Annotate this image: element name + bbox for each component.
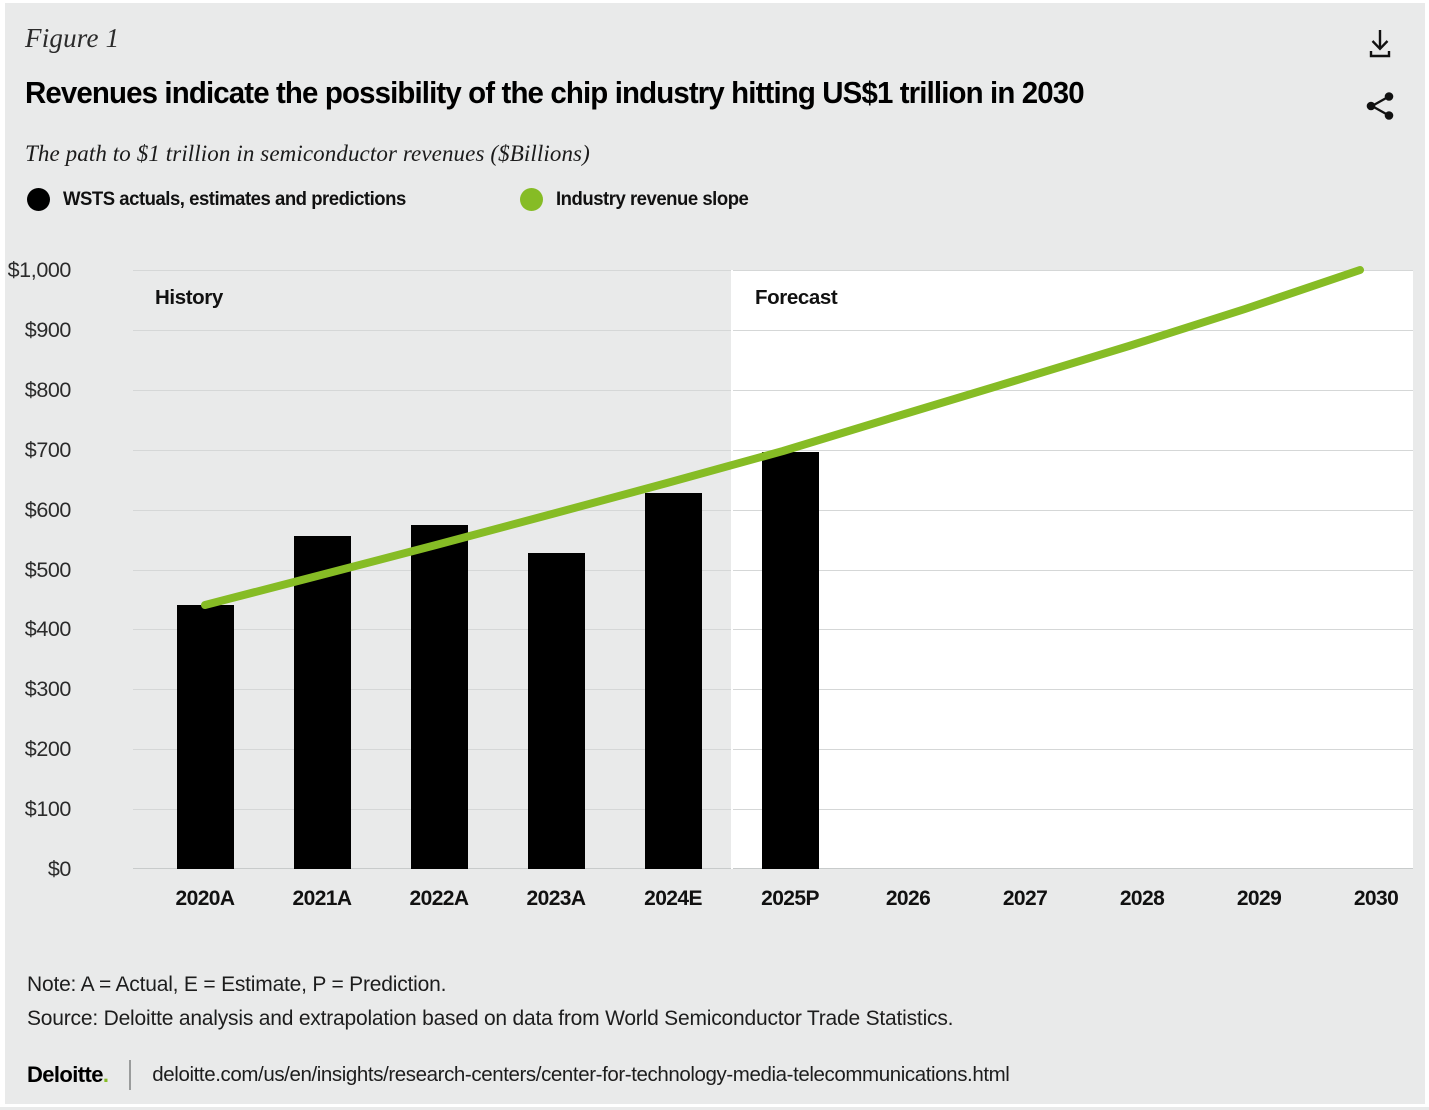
legend-item-slope[interactable]: Industry revenue slope [520, 188, 758, 211]
y-tick-label: $200 [24, 737, 72, 762]
y-tick-label: $400 [24, 617, 72, 642]
region-label-forecast: Forecast [755, 286, 838, 309]
x-tick-label-2025P: 2025P [761, 887, 819, 910]
brand-divider [128, 1060, 131, 1090]
gridline [133, 449, 1413, 451]
y-tick-label: $900 [24, 317, 72, 342]
gridline [133, 509, 1413, 511]
x-tick-label-2022A: 2022A [409, 887, 469, 910]
figure-actions [1363, 27, 1403, 151]
gridline [133, 389, 1413, 391]
plot-background [133, 270, 1413, 869]
gridline [133, 629, 1413, 631]
gridline [133, 569, 1413, 571]
x-tick-label-2020A: 2020A [175, 887, 235, 910]
bar-2024E[interactable] [645, 492, 702, 869]
y-tick-label: $700 [24, 437, 72, 462]
gridline [133, 329, 1413, 331]
y-tick-label: $600 [24, 497, 72, 522]
plot-history-shading [133, 270, 731, 869]
region-label-history: History [155, 286, 223, 309]
chart-source: Source: Deloitte analysis and extrapolat… [27, 1007, 954, 1030]
page-title: Revenues indicate the possibility of the… [25, 76, 1085, 110]
x-tick-label-2024E: 2024E [644, 887, 702, 910]
chart-note: Note: A = Actual, E = Estimate, P = Pred… [27, 973, 447, 996]
y-tick-label: $500 [24, 557, 72, 582]
legend-label-wsts: WSTS actuals, estimates and predictions [63, 188, 406, 210]
industry-revenue-slope-line [201, 266, 1364, 609]
x-tick-label-2026: 2026 [885, 887, 931, 910]
bar-2022A[interactable] [411, 524, 468, 869]
bar-2020A[interactable] [177, 605, 234, 869]
download-icon[interactable] [1363, 27, 1397, 61]
figure-subtitle: The path to $1 trillion in semiconductor… [25, 141, 590, 166]
history-forecast-divider [731, 270, 733, 869]
gridline [133, 809, 1413, 811]
chart-area: History Forecast $1,000 $900 $800 $700 $… [5, 3, 1429, 1110]
y-tick-label: $100 [24, 797, 72, 822]
bar-2021A[interactable] [294, 536, 351, 869]
legend-marker-circle-black [27, 188, 50, 211]
source-url[interactable]: deloitte.com/us/en/insights/research-cen… [152, 1063, 1010, 1086]
gridline [133, 689, 1413, 691]
bar-2025P[interactable] [762, 451, 819, 869]
deloitte-wordmark: Deloitte [27, 1062, 103, 1087]
y-tick-label: $300 [24, 677, 72, 702]
deloitte-green-dot: . [102, 1062, 109, 1087]
slope-line-svg [201, 266, 1364, 609]
gridline [133, 270, 1413, 271]
x-tick-label-2029: 2029 [1236, 887, 1282, 910]
bar-2023A[interactable] [528, 553, 585, 869]
brand-footer: Deloitte. deloitte.com/us/en/insights/re… [27, 1060, 1010, 1100]
deloitte-logo: Deloitte. [27, 1062, 109, 1088]
x-axis-baseline [133, 868, 1413, 869]
gridline [133, 749, 1413, 751]
x-tick-label-2028: 2028 [1119, 887, 1165, 910]
y-tick-label: $800 [24, 377, 72, 402]
figure-label: Figure 1 [25, 23, 120, 53]
legend-item-wsts[interactable]: WSTS actuals, estimates and predictions [27, 188, 424, 211]
legend-label-slope: Industry revenue slope [556, 188, 749, 210]
chart-legend: WSTS actuals, estimates and predictions … [27, 188, 759, 216]
y-tick-label: $1,000 [7, 258, 72, 282]
legend-marker-circle-green [520, 188, 544, 211]
x-tick-label-2021A: 2021A [292, 887, 352, 910]
y-tick-label: $0 [47, 857, 72, 881]
x-tick-label-2023A: 2023A [526, 887, 586, 910]
share-icon[interactable] [1363, 89, 1397, 123]
x-tick-label-2027: 2027 [1002, 887, 1048, 910]
x-tick-label-2030: 2030 [1353, 887, 1399, 910]
